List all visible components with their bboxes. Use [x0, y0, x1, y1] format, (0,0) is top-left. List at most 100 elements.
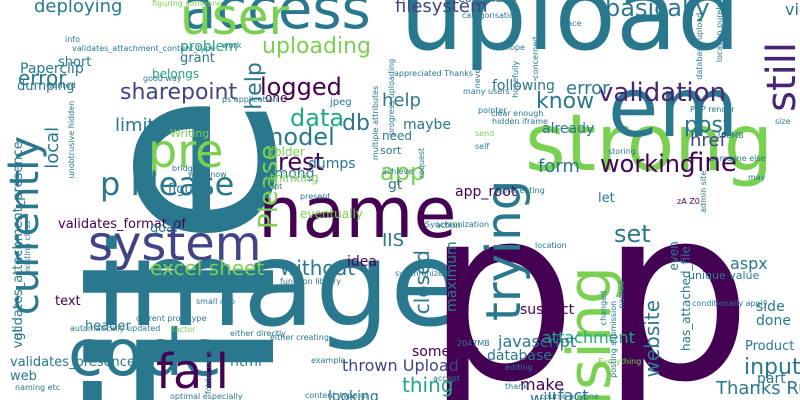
cloud-word: Everything	[598, 357, 642, 366]
cloud-word: thinking	[270, 171, 319, 185]
cloud-word: eventually	[300, 207, 363, 221]
cloud-word: either directly	[230, 329, 286, 338]
cloud-word: jpeg	[330, 97, 352, 108]
cloud-word: deploying	[34, 0, 123, 17]
cloud-word: pre	[148, 124, 224, 178]
cloud-word: sort	[380, 144, 402, 157]
cloud-word: access	[182, 0, 371, 42]
cloud-word: accept	[433, 374, 460, 383]
cloud-word: sharepoint	[120, 80, 238, 105]
cloud-word: still	[759, 42, 800, 112]
cloud-word: trying	[476, 179, 532, 321]
cloud-word: never done	[473, 42, 482, 89]
cloud-word: code	[68, 317, 223, 391]
cloud-word: place	[560, 19, 582, 28]
cloud-word: database	[487, 348, 552, 364]
cloud-word: user	[180, 0, 290, 46]
cloud-word: looking	[328, 389, 379, 400]
cloud-word: PHP render	[690, 105, 735, 114]
cloud-word: commans	[458, 0, 517, 4]
cloud-word: belongs	[152, 67, 200, 81]
cloud-word: wanted	[46, 81, 76, 90]
cloud-word: model	[260, 123, 335, 151]
cloud-word: folder	[270, 145, 305, 159]
cloud-word: fact	[558, 386, 589, 400]
cloud-word: name	[258, 172, 457, 254]
cloud-word: categorisation	[462, 11, 520, 20]
cloud-word: let	[598, 191, 615, 206]
cloud-word: fine	[688, 148, 737, 178]
cloud-word: has_attached_file	[679, 246, 693, 352]
cloud-word: filesystem	[395, 0, 488, 17]
cloud-word: already	[542, 121, 595, 137]
cloud-word: app_root	[455, 184, 517, 200]
cloud-word: hope	[505, 43, 525, 52]
cloud-word: grant	[180, 51, 215, 66]
cloud-word: multiple attributes	[371, 85, 380, 161]
cloud-word: work	[222, 41, 242, 50]
cloud-word: limit	[115, 115, 155, 136]
cloud-word: bridging	[172, 164, 206, 173]
cloud-word: automatically updated	[70, 324, 161, 333]
cloud-word: storing	[608, 147, 636, 156]
cloud-word: location purely	[715, 2, 724, 63]
cloud-word: uploading	[262, 34, 371, 59]
cloud-word: rest	[278, 148, 325, 176]
cloud-word: input	[744, 355, 800, 380]
cloud-word: want now	[188, 170, 227, 179]
cloud-word: course anyone	[540, 392, 599, 400]
cloud-word: error	[566, 78, 610, 99]
cloud-word: optimal especially	[170, 392, 243, 400]
cloud-word: dumps	[308, 156, 356, 172]
cloud-word: without	[280, 256, 356, 280]
cloud-word: excel sheet	[150, 256, 265, 280]
cloud-word: gt	[388, 177, 403, 193]
cloud-word: info	[65, 35, 81, 44]
cloud-word: make	[520, 375, 564, 394]
cloud-word: ps application	[222, 95, 278, 104]
cloud-word: validates_format_of	[58, 217, 186, 232]
cloud-word: folder outside	[204, 338, 213, 395]
cloud-word: factor	[172, 325, 196, 334]
cloud-word: error	[18, 66, 67, 90]
cloud-word: goal	[150, 221, 178, 236]
cloud-word: side	[756, 299, 785, 315]
cloud-word: among	[266, 166, 315, 182]
cloud-word: synchronized	[395, 269, 448, 278]
cloud-word: action	[436, 221, 461, 230]
cloud-word: script	[260, 182, 283, 191]
cloud-word: em	[608, 61, 739, 156]
cloud-word: someone else	[710, 154, 766, 163]
cloud-word: dumping	[17, 79, 75, 94]
cloud-word: IIS	[382, 230, 405, 251]
cloud-word: Synchronization	[425, 220, 490, 229]
cloud-word: strong	[525, 99, 774, 189]
cloud-word: javascript	[498, 332, 577, 351]
cloud-word: validates_attachment_content_type	[72, 44, 216, 53]
cloud-word: p Please	[100, 165, 235, 203]
cloud-word: validation	[598, 78, 727, 108]
cloud-word: closed	[410, 250, 434, 315]
cloud-word: conditionally apply	[692, 299, 768, 308]
cloud-word: many users	[463, 87, 510, 96]
cloud-word: web	[10, 369, 37, 384]
cloud-word: 2047MB	[457, 339, 490, 348]
cloud-word: attachment	[542, 328, 635, 347]
cloud-word: upload	[400, 0, 741, 73]
cloud-word: help	[382, 90, 421, 111]
cloud-word: need	[382, 129, 412, 143]
cloud-word: form	[538, 156, 580, 177]
cloud-word: Writing	[170, 127, 210, 140]
cloud-word: thrown Upload	[342, 356, 459, 375]
cloud-word: pointer	[478, 106, 507, 115]
cloud-word: text	[55, 294, 81, 309]
cloud-word: concerned	[531, 36, 540, 79]
cloud-word: app	[380, 158, 426, 186]
cloud-word: idea	[347, 254, 377, 270]
cloud-word: problem	[180, 39, 238, 55]
cloud-word: posting submission	[609, 300, 618, 378]
cloud-word: local	[42, 126, 63, 169]
cloud-word: post	[684, 113, 732, 138]
cloud-word: achieve	[382, 167, 414, 176]
